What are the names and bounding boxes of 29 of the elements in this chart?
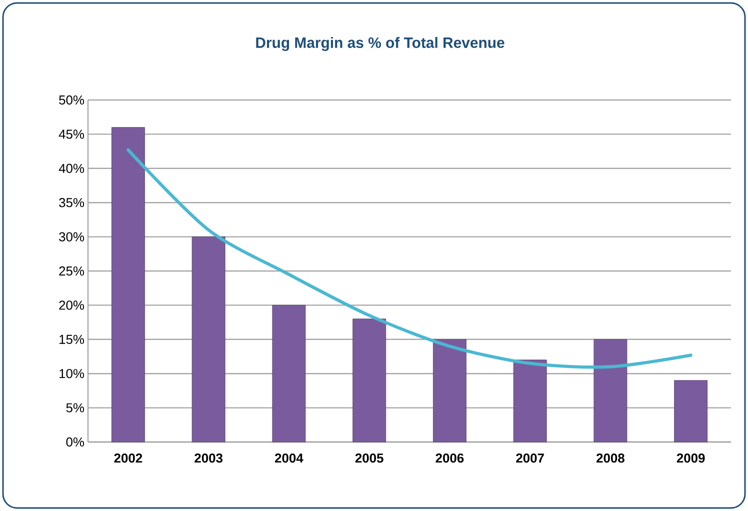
x-tick-label: 2008	[596, 454, 624, 463]
y-tick-label: 35%	[59, 198, 84, 208]
y-tick-label: 50%	[59, 95, 84, 105]
bar	[513, 360, 547, 442]
bar	[594, 339, 628, 442]
x-tick-label: 2002	[114, 454, 142, 463]
y-tick-label: 5%	[66, 403, 84, 412]
x-tick-label: 2004	[274, 454, 304, 463]
x-tick-label: 2006	[436, 454, 464, 463]
bar	[674, 380, 708, 442]
y-tick-label: 0%	[66, 437, 84, 447]
y-tick-label: 20%	[59, 300, 84, 310]
x-tick-label: 2009	[676, 454, 705, 463]
x-tick-label: 2005	[355, 454, 384, 463]
bar	[272, 305, 306, 442]
bar	[111, 127, 145, 442]
y-tick-label: 10%	[60, 369, 84, 378]
bar	[352, 318, 386, 442]
x-tick-label: 2003	[194, 454, 222, 463]
y-tick-label: 30%	[59, 232, 84, 242]
y-tick-label: 45%	[58, 130, 84, 139]
bar	[192, 236, 226, 442]
y-tick-label: 15%	[60, 334, 84, 344]
chart-title: Drug Margin as % of Total Revenue	[256, 36, 504, 51]
x-tick-label: 2007	[516, 454, 544, 463]
y-tick-label: 40%	[58, 164, 84, 173]
bar	[432, 339, 466, 442]
y-tick-label: 25%	[59, 266, 84, 276]
line-series	[126, 148, 692, 369]
